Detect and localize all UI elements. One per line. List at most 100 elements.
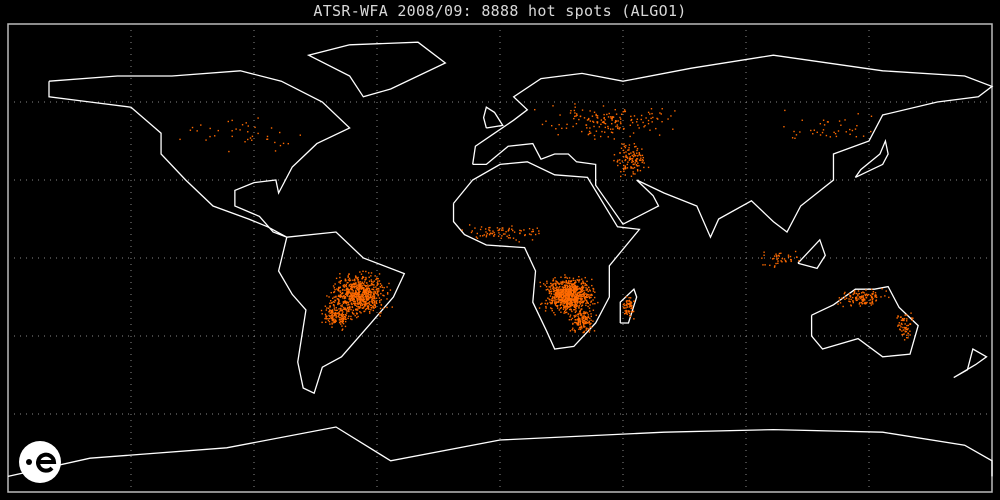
hotspot — [545, 305, 547, 308]
hotspot — [368, 276, 370, 278]
hotspot — [570, 109, 572, 112]
hotspot — [349, 287, 352, 290]
hotspot — [570, 294, 573, 296]
hotspot — [345, 309, 347, 311]
hotspot — [763, 254, 765, 256]
hotspot — [560, 295, 563, 298]
hotspot — [581, 130, 583, 133]
hotspot — [360, 297, 362, 299]
hotspot — [603, 122, 606, 124]
hotspot — [556, 286, 558, 288]
hotspot — [548, 292, 551, 295]
hotspot — [906, 336, 908, 339]
hotspot — [576, 292, 579, 295]
hotspot — [558, 286, 560, 289]
hotspot — [784, 259, 787, 262]
hotspot — [326, 315, 328, 318]
hotspot — [775, 253, 777, 255]
hotspot — [574, 298, 576, 300]
hotspot — [340, 314, 342, 316]
hotspot — [352, 312, 354, 315]
hotspot — [776, 258, 778, 261]
hotspot — [364, 290, 367, 292]
hotspot — [865, 289, 867, 291]
hotspot — [381, 286, 384, 288]
hotspot — [352, 299, 354, 302]
hotspot — [576, 299, 579, 301]
hotspot — [370, 279, 373, 281]
hotspot — [347, 275, 349, 277]
hotspot — [331, 317, 334, 319]
hotspot — [581, 318, 583, 321]
hotspot — [555, 293, 557, 296]
hotspot — [569, 330, 571, 332]
hotspot — [625, 145, 627, 147]
hotspot — [575, 291, 577, 293]
hotspot — [251, 135, 254, 138]
hotspot — [338, 303, 340, 305]
hotspot — [331, 310, 333, 313]
hotspot — [571, 317, 574, 320]
hotspot — [348, 315, 350, 317]
hotspot — [604, 131, 606, 133]
hotspot — [596, 115, 599, 117]
hotspot — [375, 291, 377, 293]
hotspot — [578, 300, 581, 303]
hotspot — [848, 298, 850, 300]
hotspot — [358, 295, 361, 298]
hotspot — [789, 255, 792, 258]
hotspot — [588, 132, 591, 135]
hotspot — [591, 115, 594, 117]
hotspot — [360, 302, 363, 305]
hotspot — [625, 309, 627, 312]
hotspot — [366, 282, 368, 284]
hotspot — [325, 318, 328, 320]
hotspot — [592, 120, 594, 123]
hotspot — [595, 113, 597, 116]
hotspot — [362, 294, 364, 297]
hotspot — [773, 255, 776, 257]
hotspot — [580, 300, 582, 303]
hotspot — [373, 286, 375, 288]
hotspot — [355, 282, 357, 284]
hotspot — [616, 124, 618, 126]
hotspot — [639, 154, 642, 157]
hotspot — [649, 129, 651, 131]
hotspot — [592, 290, 595, 292]
hotspot — [641, 158, 644, 161]
hotspot — [624, 174, 626, 176]
hotspot — [342, 314, 344, 317]
hotspot — [628, 302, 630, 305]
hotspot — [351, 306, 354, 309]
hotspot — [556, 281, 558, 283]
hotspot — [556, 305, 558, 308]
hotspot — [844, 291, 846, 294]
hotspot — [906, 328, 909, 331]
hotspot — [360, 298, 363, 300]
hotspot — [359, 281, 361, 283]
hotspot — [358, 296, 361, 299]
hotspot — [556, 307, 559, 309]
hotspot — [348, 307, 351, 309]
hotspot — [568, 302, 570, 304]
hotspot — [365, 292, 368, 294]
hotspot — [870, 130, 872, 133]
hotspot — [905, 330, 908, 333]
hotspot — [367, 295, 370, 297]
hotspot — [339, 296, 342, 298]
hotspot — [574, 311, 577, 313]
hotspot — [611, 117, 613, 120]
hotspot — [850, 305, 852, 307]
hotspot — [897, 315, 899, 317]
hotspot — [568, 295, 571, 297]
map-title: ATSR-WFA 2008/09: 8888 hot spots (ALGO1) — [313, 2, 687, 20]
hotspot — [614, 108, 616, 111]
hotspot — [581, 317, 583, 319]
hotspot — [623, 164, 625, 167]
hotspot — [349, 285, 352, 288]
hotspot — [551, 296, 554, 298]
hotspot — [519, 232, 521, 235]
hotspot — [549, 299, 551, 301]
hotspot — [561, 291, 564, 293]
hotspot — [865, 296, 867, 299]
